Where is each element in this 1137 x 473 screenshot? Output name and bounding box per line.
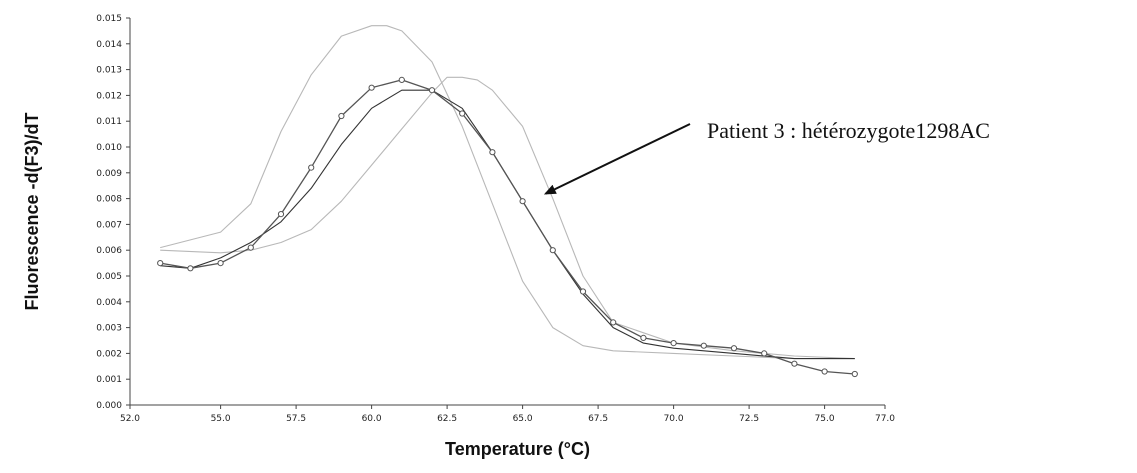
series-4-point <box>247 244 254 251</box>
series-4-point <box>549 247 556 254</box>
series-4-point <box>157 260 164 267</box>
x-tick-label: 77.0 <box>875 414 895 424</box>
y-tick-label: 0.006 <box>96 246 122 256</box>
x-tick-label: 72.5 <box>739 414 759 424</box>
y-axis-title: Fluorescence -d(F3)/dT <box>22 112 42 310</box>
series-line-2 <box>160 76 855 360</box>
x-tick-label: 67.5 <box>588 414 608 424</box>
series-4-point <box>217 260 224 267</box>
y-tick-label: 0.014 <box>96 40 122 50</box>
series-4-point <box>730 345 738 352</box>
series-layer <box>157 25 858 378</box>
x-tick-label: 75.0 <box>815 414 835 424</box>
series-4-point <box>670 340 677 347</box>
x-tick-label: 60.0 <box>362 414 382 424</box>
series-4-point <box>610 319 617 326</box>
series-4-point <box>368 84 375 91</box>
x-tick-label: 55.0 <box>211 414 231 424</box>
series-4-point <box>187 265 194 272</box>
series-4-point <box>398 76 405 84</box>
y-tick-label: 0.001 <box>96 375 122 385</box>
annotation-layer: Patient 3 : hétérozygote1298AC <box>543 118 990 195</box>
annotation-label: Patient 3 : hétérozygote1298AC <box>707 118 990 143</box>
x-axis-title: Temperature (°C) <box>445 439 590 459</box>
series-4-point <box>308 164 315 171</box>
y-tick-label: 0.000 <box>96 401 122 411</box>
series-4-point <box>640 334 647 341</box>
series-4-point <box>459 110 466 117</box>
y-tick-label: 0.015 <box>96 14 122 24</box>
y-tick-label: 0.002 <box>96 349 122 359</box>
series-4-point <box>700 342 707 349</box>
series-line-1 <box>160 25 855 360</box>
y-tick-label: 0.003 <box>96 324 122 334</box>
series-4-point <box>851 370 858 378</box>
y-tick-label: 0.012 <box>96 91 122 101</box>
series-4-point <box>428 87 436 94</box>
x-tick-label: 70.0 <box>664 414 684 424</box>
y-tick-label: 0.008 <box>96 195 122 205</box>
y-tick-label: 0.011 <box>96 117 122 127</box>
y-tick-label: 0.013 <box>96 66 122 76</box>
series-4-point <box>277 211 285 218</box>
annotation-arrow <box>543 123 691 195</box>
x-tick-label: 57.5 <box>286 414 306 424</box>
y-tick-label: 0.004 <box>96 298 122 308</box>
series-4-point <box>761 350 768 357</box>
x-tick-label: 65.0 <box>513 414 533 424</box>
x-tick-label: 52.0 <box>120 414 140 424</box>
x-tick-label: 62.5 <box>437 414 457 424</box>
series-4-point <box>579 288 587 295</box>
y-tick-label: 0.005 <box>96 272 122 282</box>
series-line-4 <box>160 79 855 375</box>
series-4-point <box>338 112 345 120</box>
y-tick-label: 0.007 <box>96 220 122 230</box>
series-4-point <box>791 360 798 367</box>
series-4-point <box>519 198 526 205</box>
series-4-point <box>821 368 828 375</box>
axes-layer: 0.000 0.001 0.002 0.003 0.004 0.005 0.006 0.007… <box>22 14 895 459</box>
series-4-point <box>489 149 496 156</box>
y-tick-label: 0.009 <box>96 169 122 179</box>
y-tick-label: 0.010 <box>96 143 122 153</box>
